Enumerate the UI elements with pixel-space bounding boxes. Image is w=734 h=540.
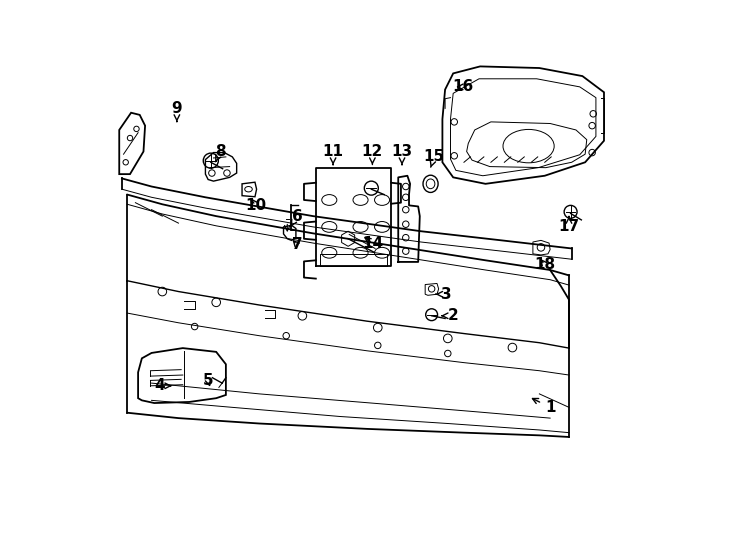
Text: 6: 6 xyxy=(291,208,302,226)
Text: 18: 18 xyxy=(534,257,556,272)
Text: 8: 8 xyxy=(215,144,226,162)
Text: 13: 13 xyxy=(391,144,413,165)
Text: 1: 1 xyxy=(532,399,556,415)
Text: 5: 5 xyxy=(203,373,214,388)
Text: 4: 4 xyxy=(154,379,171,393)
Text: 11: 11 xyxy=(322,144,344,165)
Text: 2: 2 xyxy=(442,308,459,323)
Text: 15: 15 xyxy=(424,150,445,167)
Text: 7: 7 xyxy=(291,237,302,252)
Text: 17: 17 xyxy=(559,217,580,234)
Text: 14: 14 xyxy=(362,235,383,251)
Text: 9: 9 xyxy=(172,101,182,122)
Text: 16: 16 xyxy=(452,79,473,94)
Text: 10: 10 xyxy=(245,198,266,213)
Text: 3: 3 xyxy=(436,287,452,302)
Text: 12: 12 xyxy=(362,144,383,165)
